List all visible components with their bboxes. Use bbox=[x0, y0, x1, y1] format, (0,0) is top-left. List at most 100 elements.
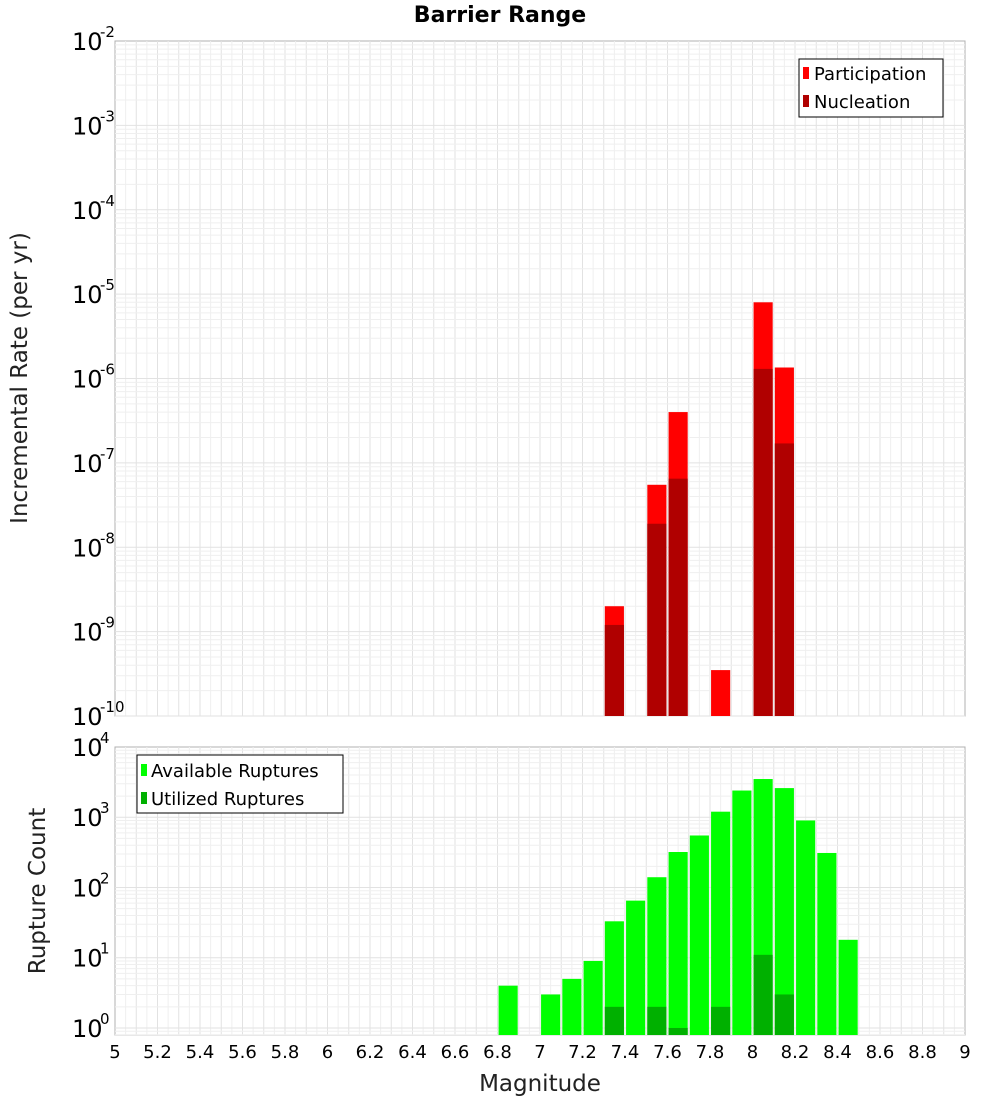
rate-grid bbox=[115, 41, 965, 717]
available-bar bbox=[541, 994, 561, 1035]
x-tick-label: 7.6 bbox=[653, 1042, 682, 1063]
utilized-bar bbox=[604, 1006, 624, 1035]
count-y-axis-title: Rupture Count bbox=[25, 808, 51, 974]
rate-y-ticks: 10-210-310-410-510-610-710-810-910-10 bbox=[72, 23, 125, 731]
x-tick-label: 8 bbox=[747, 1042, 758, 1063]
utilized-bar bbox=[711, 1006, 731, 1035]
rate-y-tick-base: 10 bbox=[72, 450, 103, 478]
rate-y-tick-exponent: -7 bbox=[100, 445, 115, 463]
available-bar bbox=[711, 811, 731, 1035]
rate-legend-box bbox=[798, 58, 944, 118]
utilized-bar bbox=[647, 1006, 667, 1035]
count-y-tick-exponent: 2 bbox=[100, 869, 110, 887]
nucleation-legend-label: Nucleation bbox=[814, 92, 910, 113]
available-bar bbox=[626, 900, 646, 1035]
available-bar bbox=[562, 978, 582, 1035]
x-tick-label: 8.4 bbox=[823, 1042, 852, 1063]
x-tick-label: 5 bbox=[109, 1042, 120, 1063]
nucleation-bar bbox=[604, 624, 624, 716]
count-y-tick-base: 10 bbox=[72, 945, 103, 973]
nucleation-bar bbox=[668, 478, 688, 716]
available-bar bbox=[583, 960, 603, 1035]
magnitude-x-ticks: 5 5.2 5.4 5.6 5.8 6 6.2 6.4 6.6 6.8 7 7.2 7.4 7.6 7.8 8… bbox=[109, 1042, 970, 1063]
rate-y-tick-base: 10 bbox=[72, 703, 103, 731]
utilized-bar bbox=[774, 994, 794, 1035]
participation-legend-swatch bbox=[803, 67, 809, 79]
rate-y-tick-exponent: -5 bbox=[100, 276, 115, 294]
available-bar bbox=[498, 985, 518, 1035]
available-legend-swatch bbox=[141, 764, 147, 776]
rate-y-tick-exponent: -4 bbox=[100, 192, 115, 210]
available-bar bbox=[668, 852, 688, 1035]
x-tick-label: 6.4 bbox=[398, 1042, 427, 1063]
count-y-tick-exponent: 4 bbox=[100, 729, 110, 747]
rate-legend: Participation Nucleation bbox=[798, 58, 944, 118]
rate-y-tick-base: 10 bbox=[72, 28, 103, 56]
x-tick-label: 8.8 bbox=[908, 1042, 937, 1063]
utilized-bar bbox=[668, 1027, 688, 1035]
x-tick-label: 7.4 bbox=[611, 1042, 640, 1063]
x-tick-label: 5.4 bbox=[186, 1042, 215, 1063]
utilized-legend-label: Utilized Ruptures bbox=[151, 789, 304, 810]
rate-y-tick-exponent: -8 bbox=[100, 529, 115, 547]
rate-y-tick-base: 10 bbox=[72, 534, 103, 562]
x-tick-label: 6.2 bbox=[356, 1042, 385, 1063]
rate-y-tick-exponent: -3 bbox=[100, 107, 115, 125]
rate-y-tick-base: 10 bbox=[72, 366, 103, 394]
count-bars bbox=[498, 779, 858, 1035]
count-y-tick-exponent: 3 bbox=[100, 799, 110, 817]
available-bar bbox=[647, 877, 667, 1035]
x-tick-label: 5.6 bbox=[228, 1042, 257, 1063]
rate-y-tick-exponent: -2 bbox=[100, 23, 115, 41]
rate-y-tick-base: 10 bbox=[72, 197, 103, 225]
rate-y-tick-exponent: -9 bbox=[100, 614, 115, 632]
available-bar bbox=[838, 939, 858, 1035]
count-y-tick-exponent: 1 bbox=[100, 940, 110, 958]
count-y-tick-base: 10 bbox=[72, 734, 103, 762]
available-bar bbox=[604, 921, 624, 1035]
rate-y-tick-base: 10 bbox=[72, 619, 103, 647]
rate-y-tick-exponent: -10 bbox=[100, 698, 125, 716]
count-legend-box bbox=[136, 754, 344, 814]
available-bar bbox=[774, 788, 794, 1035]
available-bar bbox=[796, 820, 816, 1035]
available-bar bbox=[817, 852, 837, 1035]
rate-bars bbox=[604, 302, 794, 716]
count-legend: Available Ruptures Utilized Ruptures bbox=[136, 754, 344, 814]
available-bar bbox=[732, 790, 752, 1035]
x-tick-label: 5.2 bbox=[143, 1042, 172, 1063]
x-tick-label: 8.6 bbox=[866, 1042, 895, 1063]
count-y-tick-base: 10 bbox=[72, 1015, 103, 1043]
x-tick-label: 8.2 bbox=[781, 1042, 810, 1063]
count-y-tick-exponent: 0 bbox=[100, 1010, 110, 1028]
x-tick-label: 7.8 bbox=[696, 1042, 725, 1063]
x-tick-label: 6.8 bbox=[483, 1042, 512, 1063]
rate-y-tick-exponent: -6 bbox=[100, 361, 115, 379]
nucleation-bar bbox=[647, 523, 667, 716]
nucleation-bar bbox=[774, 443, 794, 716]
rate-y-axis-title: Incremental Rate (per yr) bbox=[7, 232, 33, 524]
participation-bar bbox=[711, 670, 731, 716]
rate-y-tick-base: 10 bbox=[72, 112, 103, 140]
available-bar bbox=[689, 835, 709, 1035]
available-legend-label: Available Ruptures bbox=[151, 761, 319, 782]
nucleation-legend-swatch bbox=[803, 95, 809, 107]
chart-title: Barrier Range bbox=[414, 3, 586, 28]
x-tick-label: 6 bbox=[322, 1042, 333, 1063]
rate-y-tick-base: 10 bbox=[72, 281, 103, 309]
utilized-legend-swatch bbox=[141, 792, 147, 804]
utilized-bar bbox=[753, 954, 773, 1035]
x-axis-title: Magnitude bbox=[479, 1071, 601, 1097]
x-tick-label: 7 bbox=[534, 1042, 545, 1063]
x-tick-label: 9 bbox=[959, 1042, 970, 1063]
nucleation-bar bbox=[753, 368, 773, 716]
x-tick-label: 7.2 bbox=[568, 1042, 597, 1063]
count-y-tick-base: 10 bbox=[72, 804, 103, 832]
x-tick-label: 6.6 bbox=[441, 1042, 470, 1063]
participation-legend-label: Participation bbox=[814, 64, 926, 85]
rate-panel: 10-210-310-410-510-610-710-810-910-10 In… bbox=[7, 23, 966, 731]
x-tick-label: 5.8 bbox=[271, 1042, 300, 1063]
